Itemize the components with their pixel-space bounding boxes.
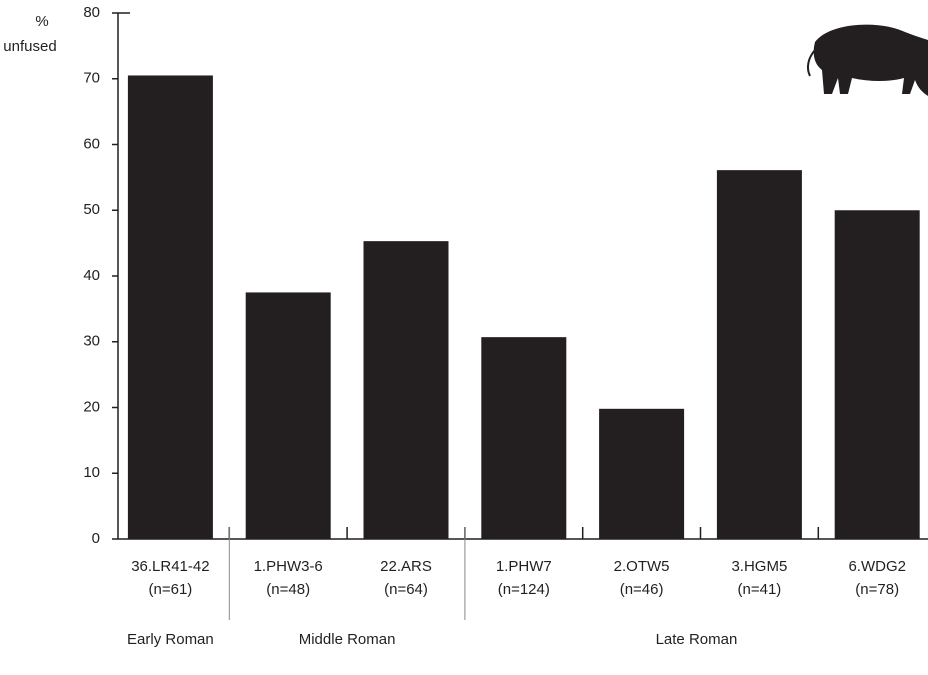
y-axis-label: unfused: [3, 38, 56, 55]
bar: [481, 337, 567, 539]
sample-size-label: (n=124): [498, 581, 550, 598]
group-label: Late Roman: [656, 631, 738, 648]
bar: [245, 292, 331, 539]
sample-size-label: (n=61): [149, 581, 193, 598]
pig-icon: [806, 24, 928, 97]
x-tick-label: 2.OTW5: [614, 558, 670, 575]
bar: [363, 241, 449, 539]
sample-size-label: (n=48): [266, 581, 310, 598]
bar: [834, 210, 920, 539]
y-tick-label: 40: [83, 267, 100, 284]
y-tick-label: 80: [83, 4, 100, 21]
sample-size-label: (n=46): [620, 581, 664, 598]
sample-size-label: (n=78): [855, 581, 899, 598]
x-tick-label: 1.PHW3-6: [254, 558, 323, 575]
y-tick-label: 0: [92, 530, 100, 547]
y-axis-label: %: [35, 13, 48, 30]
y-tick-label: 30: [83, 333, 100, 350]
x-tick-label: 36.LR41-42: [131, 558, 209, 575]
y-tick-label: 70: [83, 70, 100, 87]
bar: [599, 408, 685, 539]
y-tick-label: 50: [83, 201, 100, 218]
bar: [127, 75, 213, 540]
x-tick-label: 6.WDG2: [848, 558, 906, 575]
x-tick-label: 3.HGM5: [731, 558, 787, 575]
y-tick-label: 60: [83, 135, 100, 152]
sample-size-label: (n=41): [738, 581, 782, 598]
group-label: Middle Roman: [299, 631, 396, 648]
y-tick-label: 20: [83, 398, 100, 415]
y-tick-label: 10: [83, 464, 100, 481]
group-label: Early Roman: [127, 631, 214, 648]
sample-size-label: (n=64): [384, 581, 428, 598]
x-tick-label: 1.PHW7: [496, 558, 552, 575]
x-tick-label: 22.ARS: [380, 558, 432, 575]
bar: [716, 170, 802, 539]
